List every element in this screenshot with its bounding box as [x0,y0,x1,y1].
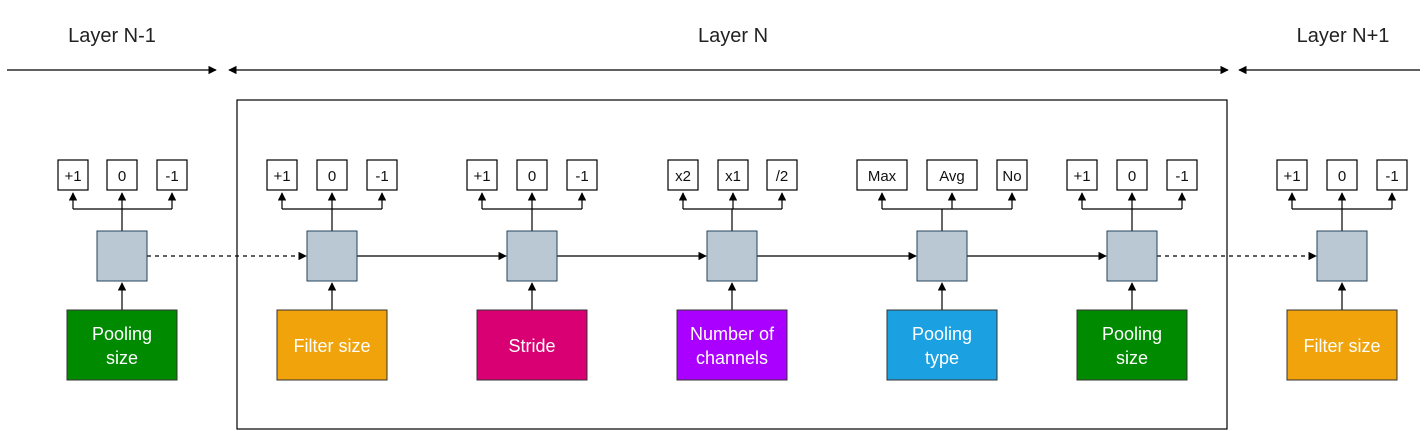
unit-pooling-size: +1 0 -1 Pooling size [1066,159,1198,381]
option-label: +1 [1283,168,1300,185]
option-box [566,159,598,191]
unit-stride: +1 0 -1 Stride [466,159,598,381]
option-box [766,159,798,191]
parameter-label: channels [696,348,768,368]
option-box [516,159,548,191]
parameter-label: Pooling [912,324,972,344]
option-box [856,159,908,191]
option-label: 0 [328,168,336,185]
parameter-label: type [925,348,959,368]
unit-filter-size: +1 0 -1 Filter size [266,159,398,381]
parameter-label: Pooling [92,324,152,344]
option-box [1116,159,1148,191]
parameter-box [676,309,788,381]
option-box [1166,159,1198,191]
node-square [916,230,968,282]
parameter-box [476,309,588,381]
option-label: -1 [165,168,178,185]
option-label: /2 [776,168,789,185]
parameter-label: Filter size [293,336,370,356]
option-box [667,159,699,191]
parameter-box [886,309,998,381]
option-label: -1 [375,168,388,185]
parameter-box [1286,309,1398,381]
option-box [366,159,398,191]
parameter-label: size [106,348,138,368]
option-box [316,159,348,191]
option-label: -1 [1175,168,1188,185]
header-layer-next: Layer N+1 [1297,25,1390,47]
option-box [1276,159,1308,191]
option-box [926,159,978,191]
option-label: 0 [528,168,536,185]
parameter-box [66,309,178,381]
option-box [1326,159,1358,191]
parameter-label: Pooling [1102,324,1162,344]
parameter-label: Filter size [1303,336,1380,356]
option-label: -1 [1385,168,1398,185]
layer-n-container [236,99,1228,430]
node-square [306,230,358,282]
option-box [1066,159,1098,191]
unit-number-of-channels: x2 x1/2 Number of channels [667,159,798,381]
option-label: +1 [1073,168,1090,185]
option-label: -1 [575,168,588,185]
unit-filter-size-next: +1 0 -1 Filter size [1276,159,1408,381]
option-label: Avg [939,168,965,185]
unit-pooling-type: Max Avg No Pooling type [856,159,1028,381]
option-box [57,159,89,191]
option-box [466,159,498,191]
option-box [1376,159,1408,191]
option-label: x1 [725,168,741,185]
node-square [96,230,148,282]
parameter-box [276,309,388,381]
option-box [156,159,188,191]
option-label: Max [868,168,897,185]
option-label: No [1002,168,1021,185]
unit-pooling-size-prev: +1 0 -1 Pooling size [57,159,188,381]
option-label: 0 [1338,168,1346,185]
header-layer-current: Layer N [698,25,768,47]
option-label: +1 [473,168,490,185]
parameter-label: Number of [690,324,775,344]
parameter-label: size [1116,348,1148,368]
option-box [717,159,749,191]
node-square [1106,230,1158,282]
option-label: x2 [675,168,691,185]
option-box [106,159,138,191]
parameter-label: Stride [508,336,555,356]
option-label: 0 [118,168,126,185]
parameter-box [1076,309,1188,381]
node-square [506,230,558,282]
option-box [996,159,1028,191]
option-label: +1 [64,168,81,185]
node-square [1316,230,1368,282]
option-label: 0 [1128,168,1136,185]
option-label: +1 [273,168,290,185]
header-layer-prev: Layer N-1 [68,25,156,47]
node-square [706,230,758,282]
option-box [266,159,298,191]
